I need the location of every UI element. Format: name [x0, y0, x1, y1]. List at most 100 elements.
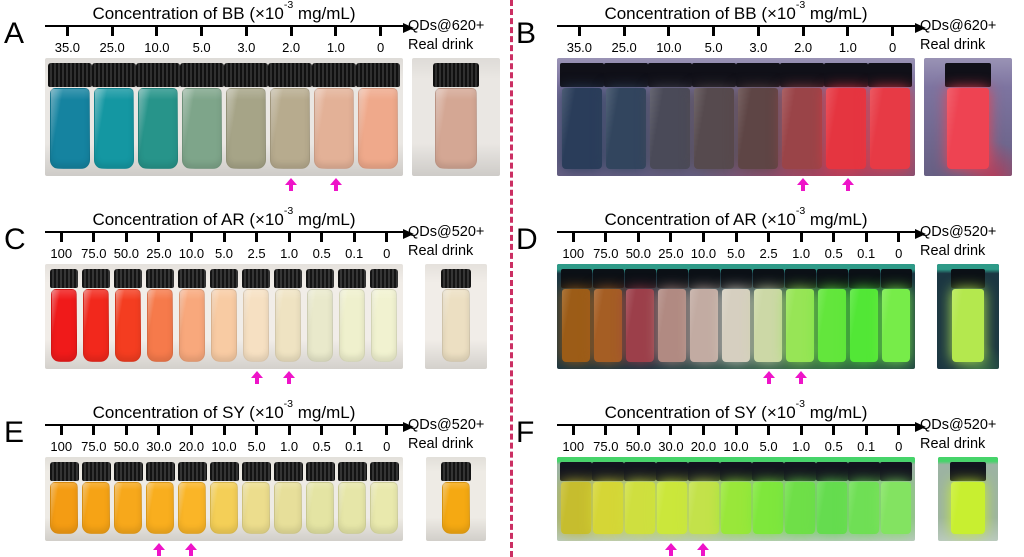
pointer-slot	[826, 178, 871, 191]
tick-mark	[110, 27, 114, 36]
tick-label: 3.0	[749, 40, 768, 55]
vial-body	[306, 482, 334, 534]
vial-cap	[880, 462, 912, 481]
vial-slot	[752, 269, 784, 362]
tick-mark	[92, 233, 96, 242]
vial	[880, 269, 912, 362]
axis-title-exponent: -3	[283, 204, 294, 217]
tick-mark	[255, 233, 259, 242]
vial-slot	[604, 63, 648, 169]
vial	[209, 462, 239, 534]
axis-tick	[850, 233, 883, 245]
tick-label: 75.0	[593, 439, 619, 454]
vial	[848, 269, 880, 362]
vial-slot	[752, 462, 784, 534]
vial	[736, 63, 780, 169]
axis-title-prefix: Concentration of SY (×10	[604, 403, 796, 422]
axis-title: Concentration of SY (×10-3 mg/mL)	[45, 398, 403, 423]
up-arrow-icon	[841, 178, 855, 191]
tick-mark	[222, 233, 226, 242]
panel-letter: A	[4, 17, 25, 50]
tick-mark	[385, 233, 389, 242]
tick-label: 5.0	[214, 246, 234, 261]
vial-slot	[592, 269, 624, 362]
axis-title: Concentration of SY (×10-3 mg/mL)	[557, 398, 915, 423]
vial-cap	[180, 63, 224, 87]
axis-tick	[338, 426, 371, 438]
vial-body	[689, 289, 719, 362]
pointer-slot	[175, 543, 208, 556]
tick-mark	[622, 27, 626, 36]
up-arrow-icon	[152, 543, 166, 556]
pointer-row	[557, 541, 915, 557]
tick-label: 0.5	[312, 246, 331, 261]
axis-tick	[870, 27, 915, 39]
vial-body	[785, 289, 815, 362]
vial-body	[649, 88, 691, 169]
tick-mark	[799, 233, 803, 242]
tick-mark	[320, 233, 324, 242]
axis-title-prefix: Concentration of AR (×10	[92, 210, 284, 229]
vial-slot	[176, 269, 208, 362]
qds-label-line2: Real drink	[408, 36, 474, 53]
vial-cap	[49, 462, 79, 481]
vial	[305, 462, 335, 534]
vial-cap	[369, 462, 399, 481]
axis-band	[45, 22, 414, 39]
vial-cap	[113, 462, 143, 481]
axis-band	[45, 228, 414, 245]
vial-cap	[720, 269, 752, 288]
axis-tick	[687, 233, 720, 245]
vial-slot	[656, 269, 688, 362]
vial	[592, 462, 624, 534]
tick-labels: 35.0 25.0 10.0 5.0 3.0 2.0 1.0 0	[45, 39, 403, 57]
vial-photo	[557, 457, 915, 541]
tick-label: 50.0	[625, 246, 652, 261]
vial-slot	[272, 462, 304, 534]
tick-mark	[189, 426, 193, 435]
vial-cap	[306, 269, 334, 288]
vial-body	[93, 88, 135, 169]
vial	[242, 269, 270, 362]
vial	[241, 462, 271, 534]
vial-slot	[592, 462, 624, 534]
axis-tick	[45, 27, 90, 39]
tick-label: 3.0	[237, 40, 256, 55]
tick-labels: 100 75.0 50.0 25.0 10.0 5.0 2.5 1.0 0.5 0.1 0	[557, 245, 915, 263]
vial-slot	[112, 269, 144, 362]
vial	[338, 269, 366, 362]
vial-slot	[80, 269, 112, 362]
vial-body	[657, 289, 687, 362]
concentration-axis: Concentration of AR (×10-3 mg/mL) 100 75.…	[45, 205, 414, 264]
vial-slot	[848, 269, 880, 362]
tick-mark	[832, 426, 836, 435]
panel-letter: C	[4, 223, 26, 256]
vial-slot	[268, 63, 312, 169]
vial	[752, 462, 784, 534]
vial-body	[561, 289, 591, 362]
vial	[816, 269, 848, 362]
axis-tick	[175, 233, 208, 245]
vial-photo	[45, 457, 403, 541]
tick-mark	[767, 426, 771, 435]
axis-tick	[305, 426, 338, 438]
tick-mark	[846, 27, 850, 36]
axis-tick	[240, 426, 273, 438]
vial	[177, 462, 207, 534]
real-drink-vial	[433, 63, 479, 169]
vial-body	[849, 482, 879, 534]
tick-label: 1.0	[326, 40, 345, 55]
axis-tick	[358, 27, 403, 39]
tick-mark	[767, 233, 771, 242]
tick-mark	[864, 233, 868, 242]
real-drink-vial	[945, 63, 991, 169]
vial-slot	[692, 63, 736, 169]
vial-slot	[848, 462, 880, 534]
vial-slot	[48, 63, 92, 169]
vial	[312, 63, 356, 169]
real-drink-vial	[441, 269, 471, 362]
vial-body	[210, 289, 238, 362]
panel-letter: B	[516, 17, 537, 50]
vial-photo	[557, 264, 915, 369]
axis-title-prefix: Concentration of BB (×10	[92, 4, 284, 23]
